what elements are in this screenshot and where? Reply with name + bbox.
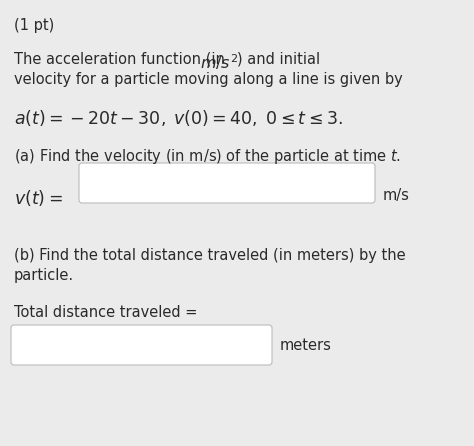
Text: $\mathit{m/s^2}$: $\mathit{m/s^2}$ (200, 52, 238, 72)
Text: m/s: m/s (383, 188, 410, 203)
Text: ) and initial: ) and initial (237, 52, 320, 67)
FancyBboxPatch shape (79, 163, 375, 203)
Text: $a(t) = -20t - 30, \; v(0) = 40, \; 0 \leq t \leq 3.$: $a(t) = -20t - 30, \; v(0) = 40, \; 0 \l… (14, 108, 343, 128)
Text: particle.: particle. (14, 268, 74, 283)
Text: (b) Find the total distance traveled (in meters) by the: (b) Find the total distance traveled (in… (14, 248, 406, 263)
Text: velocity for a particle moving along a line is given by: velocity for a particle moving along a l… (14, 72, 403, 87)
Text: (a) Find the velocity (in m/s) of the particle at time $t$.: (a) Find the velocity (in m/s) of the pa… (14, 147, 401, 166)
Text: meters: meters (280, 338, 332, 353)
Text: (1 pt): (1 pt) (14, 18, 54, 33)
Text: $v(t) =$: $v(t) =$ (14, 188, 63, 208)
Text: Total distance traveled =: Total distance traveled = (14, 305, 197, 320)
FancyBboxPatch shape (11, 325, 272, 365)
Text: The acceleration function (in: The acceleration function (in (14, 52, 229, 67)
